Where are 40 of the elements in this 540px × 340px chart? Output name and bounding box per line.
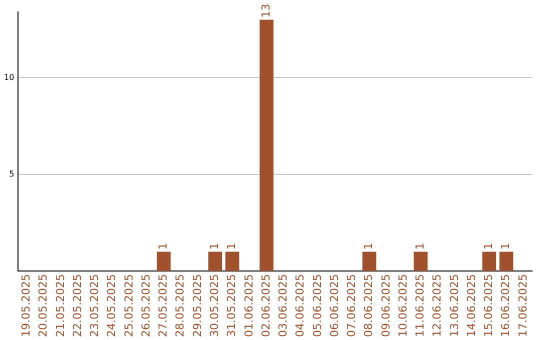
x-tick-label: 28.05.2025	[174, 274, 187, 338]
x-tick-label: 14.06.2025	[464, 274, 478, 338]
x-tick-label: 21.05.2025	[54, 274, 67, 338]
data-label: 1	[156, 242, 170, 250]
data-label: 1	[482, 242, 496, 250]
data-label: 1	[499, 242, 512, 250]
x-tick-label: 03.06.2025	[276, 274, 290, 338]
x-tick-label: 02.06.2025	[259, 274, 272, 338]
x-tick-label: 30.05.2025	[208, 274, 222, 338]
x-tick-label: 24.05.2025	[105, 274, 118, 338]
x-tick-label: 13.06.2025	[448, 274, 461, 338]
x-tick-label: 27.05.2025	[156, 274, 170, 338]
x-tick-label: 17.06.2025	[516, 274, 530, 338]
x-tick-label: 15.06.2025	[482, 274, 496, 338]
x-tick-label: 10.06.2025	[396, 274, 410, 338]
x-tick-label: 09.06.2025	[379, 274, 392, 338]
x-tick-label: 08.06.2025	[362, 274, 376, 338]
data-label: 1	[362, 242, 376, 250]
x-tick-label: 23.05.2025	[88, 274, 102, 338]
x-tick-label: 20.05.2025	[36, 274, 50, 338]
x-tick-label: 07.06.2025	[345, 274, 358, 338]
data-label: 1	[225, 242, 238, 250]
x-tick-label: 12.06.2025	[430, 274, 444, 338]
x-tick-label: 01.06.2025	[242, 274, 256, 338]
x-tick-label: 04.06.2025	[294, 274, 307, 338]
data-label: 1	[414, 242, 427, 250]
x-tick-label: 29.05.2025	[190, 274, 204, 338]
x-tick-label: 25.05.2025	[122, 274, 136, 338]
x-tick-label: 16.06.2025	[499, 274, 512, 338]
x-tick-label: 22.05.2025	[70, 274, 84, 338]
x-tick-label: 11.06.2025	[414, 274, 427, 338]
x-tick-label: 05.06.2025	[310, 274, 324, 338]
y-tick-label: 5	[9, 169, 14, 178]
x-tick-label: 31.05.2025	[225, 274, 238, 338]
x-tick-label: 19.05.2025	[20, 274, 33, 338]
y-tick-label: 10	[4, 72, 14, 82]
x-tick-label: 06.06.2025	[328, 274, 341, 338]
x-tick-label: 26.05.2025	[139, 274, 152, 338]
data-label: 13	[259, 4, 272, 18]
data-label: 1	[208, 242, 222, 250]
